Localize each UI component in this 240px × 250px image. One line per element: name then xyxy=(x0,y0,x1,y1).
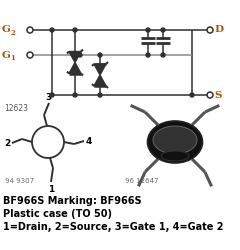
Text: D: D xyxy=(214,26,223,34)
Circle shape xyxy=(98,94,102,98)
Circle shape xyxy=(78,54,82,58)
Ellipse shape xyxy=(148,122,203,163)
Circle shape xyxy=(73,29,77,33)
Text: 2: 2 xyxy=(4,139,10,148)
Text: 1=Drain, 2=Source, 3=Gate 1, 4=Gate 2: 1=Drain, 2=Source, 3=Gate 1, 4=Gate 2 xyxy=(3,221,223,231)
Circle shape xyxy=(146,54,150,58)
Text: 94 9307: 94 9307 xyxy=(5,177,34,183)
Polygon shape xyxy=(69,52,81,63)
Circle shape xyxy=(27,28,33,34)
Circle shape xyxy=(190,94,194,98)
Circle shape xyxy=(73,94,77,98)
Circle shape xyxy=(50,94,54,98)
Text: BF966S Marking: BF966S: BF966S Marking: BF966S xyxy=(3,195,142,205)
Text: Plastic case (TO 50): Plastic case (TO 50) xyxy=(3,208,112,218)
Circle shape xyxy=(207,28,213,34)
Text: 1: 1 xyxy=(10,54,15,62)
Polygon shape xyxy=(94,65,106,76)
Circle shape xyxy=(98,54,102,58)
Text: G: G xyxy=(2,50,11,59)
Text: 4: 4 xyxy=(86,137,92,146)
Text: 2: 2 xyxy=(10,29,15,37)
Polygon shape xyxy=(69,63,81,74)
Circle shape xyxy=(161,29,165,33)
Ellipse shape xyxy=(153,126,197,154)
Text: 3: 3 xyxy=(45,93,51,102)
Ellipse shape xyxy=(161,152,189,161)
Circle shape xyxy=(146,29,150,33)
Text: 96 12647: 96 12647 xyxy=(125,177,158,183)
Text: G: G xyxy=(2,26,11,34)
Circle shape xyxy=(50,29,54,33)
Text: 1: 1 xyxy=(48,184,54,193)
Circle shape xyxy=(161,54,165,58)
Text: 12623: 12623 xyxy=(4,104,28,112)
Circle shape xyxy=(207,93,213,98)
Polygon shape xyxy=(94,76,106,87)
Circle shape xyxy=(27,53,33,59)
Text: S: S xyxy=(214,90,222,99)
Circle shape xyxy=(32,126,64,158)
